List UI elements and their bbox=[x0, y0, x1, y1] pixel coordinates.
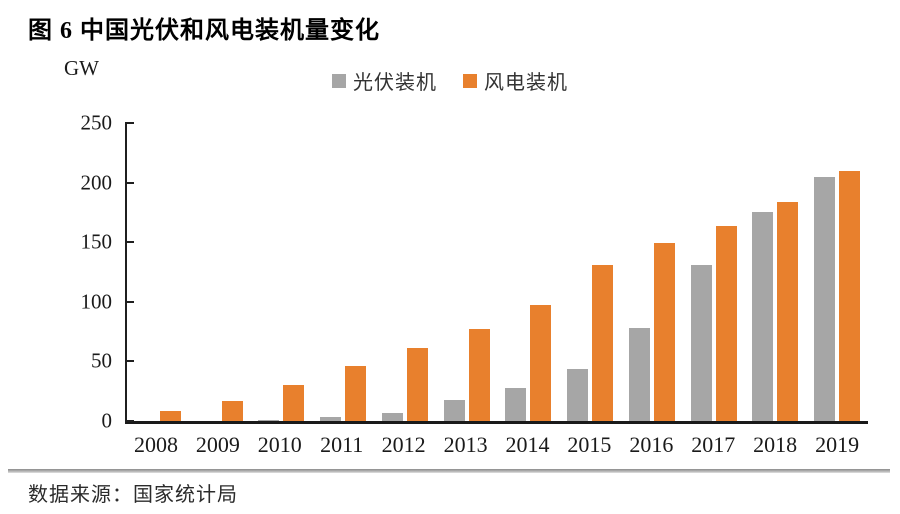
footer-divider-line bbox=[8, 469, 890, 473]
x-axis-label-2009: 2009 bbox=[195, 432, 240, 457]
x-axis-label-2014: 2014 bbox=[505, 432, 550, 457]
bar-pv-2019 bbox=[814, 176, 836, 421]
y-tick-label-0: 0 bbox=[101, 408, 113, 433]
bar-group-2014 bbox=[498, 123, 560, 421]
x-axis-label-2019: 2019 bbox=[815, 432, 860, 457]
x-axis-label-2008: 2008 bbox=[133, 432, 178, 457]
bar-wind-2009 bbox=[221, 400, 243, 421]
x-axis-label-2016: 2016 bbox=[629, 432, 674, 457]
bars-row bbox=[127, 123, 868, 421]
bar-pv-2016 bbox=[628, 328, 650, 421]
bar-group-2015 bbox=[559, 123, 621, 421]
y-tick-mark-0 bbox=[125, 420, 134, 422]
bar-wind-2012 bbox=[406, 348, 428, 421]
bar-group-2017 bbox=[683, 123, 745, 421]
y-tick-mark-150 bbox=[125, 241, 134, 244]
bar-wind-2008 bbox=[159, 411, 181, 421]
bar-wind-2018 bbox=[777, 201, 799, 421]
x-axis-label-2011: 2011 bbox=[320, 432, 364, 457]
bar-group-2018 bbox=[745, 123, 807, 421]
data-source-note: 数据来源：国家统计局 bbox=[28, 484, 238, 506]
y-axis-unit-label: GW bbox=[64, 56, 99, 80]
y-tick-mark-50 bbox=[125, 360, 134, 363]
y-tick-label-200: 200 bbox=[80, 170, 113, 195]
bar-group-2010 bbox=[251, 123, 313, 421]
bar-group-2016 bbox=[621, 123, 683, 421]
bar-group-2008 bbox=[127, 123, 189, 421]
legend-item-wind: 风电装机 bbox=[463, 66, 568, 95]
chart-legend: 光伏装机 风电装机 bbox=[0, 66, 900, 95]
bar-pv-2013 bbox=[443, 399, 465, 421]
bar-wind-2015 bbox=[592, 264, 614, 421]
bar-group-2009 bbox=[189, 123, 251, 421]
bar-wind-2011 bbox=[345, 366, 367, 421]
bar-pv-2011 bbox=[320, 417, 342, 421]
y-tick-label-250: 250 bbox=[80, 110, 113, 135]
bar-pv-2017 bbox=[690, 264, 712, 421]
y-tick-label-150: 150 bbox=[80, 229, 113, 254]
plot-wrap: 0 50 100 150 200 250 bbox=[81, 111, 868, 433]
x-axis-label-2017: 2017 bbox=[691, 432, 736, 457]
bar-wind-2010 bbox=[283, 385, 305, 421]
legend-swatch-pv bbox=[332, 73, 346, 88]
legend-item-pv: 光伏装机 bbox=[332, 66, 437, 95]
bar-group-2012 bbox=[374, 123, 436, 421]
bar-pv-2014 bbox=[505, 387, 527, 421]
bar-pv-2015 bbox=[567, 368, 589, 421]
x-axis-labels: 2008 2009 2010 2011 2012 2013 2014 2015 2016 2017… bbox=[125, 432, 868, 458]
y-tick-mark-200 bbox=[125, 181, 134, 184]
y-tick-mark-100 bbox=[125, 300, 134, 303]
bar-wind-2013 bbox=[468, 329, 490, 421]
bar-wind-2017 bbox=[715, 225, 737, 421]
y-tick-mark-250 bbox=[125, 122, 134, 124]
legend-swatch-wind bbox=[463, 73, 477, 88]
bar-group-2011 bbox=[312, 123, 374, 421]
y-tick-label-100: 100 bbox=[80, 289, 113, 314]
chart-title: 图 6 中国光伏和风电装机量变化 bbox=[28, 18, 380, 44]
bar-pv-2012 bbox=[381, 412, 403, 421]
bar-group-2013 bbox=[436, 123, 498, 421]
legend-label-pv: 光伏装机 bbox=[353, 72, 437, 94]
bar-wind-2016 bbox=[653, 243, 675, 421]
x-axis-label-2013: 2013 bbox=[443, 432, 488, 457]
x-axis-label-2012: 2012 bbox=[381, 432, 426, 457]
y-tick-label-50: 50 bbox=[91, 348, 112, 373]
plot-area: 0 50 100 150 200 250 bbox=[81, 111, 868, 433]
bar-group-2019 bbox=[806, 123, 868, 421]
x-axis-label-2015: 2015 bbox=[567, 432, 612, 457]
legend-label-wind: 风电装机 bbox=[484, 72, 568, 94]
x-axis-label-2018: 2018 bbox=[753, 432, 798, 457]
bar-wind-2019 bbox=[839, 170, 861, 421]
bar-wind-2014 bbox=[530, 305, 552, 421]
bar-pv-2018 bbox=[752, 212, 774, 421]
bar-pv-2010 bbox=[258, 419, 280, 421]
x-axis-label-2010: 2010 bbox=[257, 432, 302, 457]
